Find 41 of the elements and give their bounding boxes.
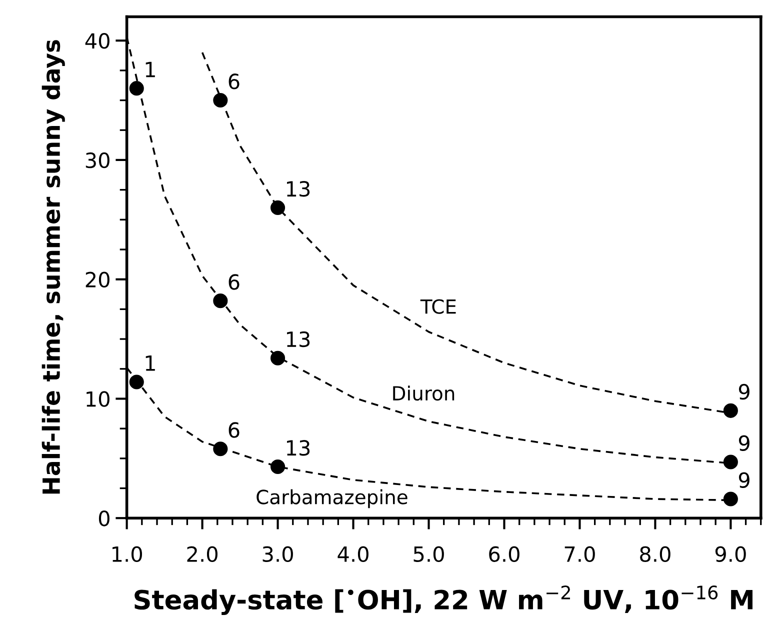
y-tick-label: 40	[85, 33, 110, 49]
y-tick-label: 0	[98, 510, 110, 526]
point	[270, 459, 286, 474]
x-axis-title: Steady-state [$^{•}$OH], 22 W m$^{−2}$ UV, 10$^{−16}$ M	[134, 585, 752, 615]
x-tick-label: 9.0	[715, 546, 746, 562]
point	[213, 294, 228, 308]
y-axis-title: Half-life time, summer sunny days	[42, 40, 65, 494]
annotation: 6	[228, 422, 240, 438]
x-tick-label: 5.0	[414, 546, 444, 562]
annotation: 9	[738, 472, 750, 488]
annotation: 6	[228, 274, 240, 290]
point	[213, 442, 228, 456]
series-label: Carbamazepine	[256, 489, 408, 508]
x-tick-label: 8.0	[640, 546, 670, 562]
point	[723, 454, 738, 470]
annotation: 13	[287, 331, 310, 348]
annotation: 1	[146, 62, 155, 78]
x-tick-label: 1.0	[112, 546, 142, 562]
point	[723, 403, 738, 418]
point	[129, 81, 144, 96]
series-label: TCE	[420, 299, 456, 314]
series-label: Diuron	[393, 386, 454, 401]
x-tick-label: 7.0	[564, 546, 595, 562]
y-tick-label: 20	[86, 272, 110, 288]
y-tick-label: 30	[86, 152, 110, 168]
annotation: 13	[287, 180, 310, 197]
annotation: 1	[146, 356, 155, 371]
x-tick-label: 4.0	[338, 546, 368, 562]
x-tick-label: 3.0	[262, 546, 293, 562]
x-tick-label: 2.0	[187, 546, 218, 562]
x-tick-label: 6.0	[489, 546, 520, 562]
point	[270, 200, 286, 215]
point	[213, 92, 228, 108]
point	[270, 350, 286, 366]
annotation: 6	[228, 74, 240, 90]
point	[723, 492, 738, 506]
annotation: 13	[287, 440, 310, 456]
annotation: 9	[738, 384, 750, 400]
annotation: 9	[738, 435, 750, 452]
point	[129, 374, 144, 390]
y-tick-label: 10	[86, 391, 110, 407]
